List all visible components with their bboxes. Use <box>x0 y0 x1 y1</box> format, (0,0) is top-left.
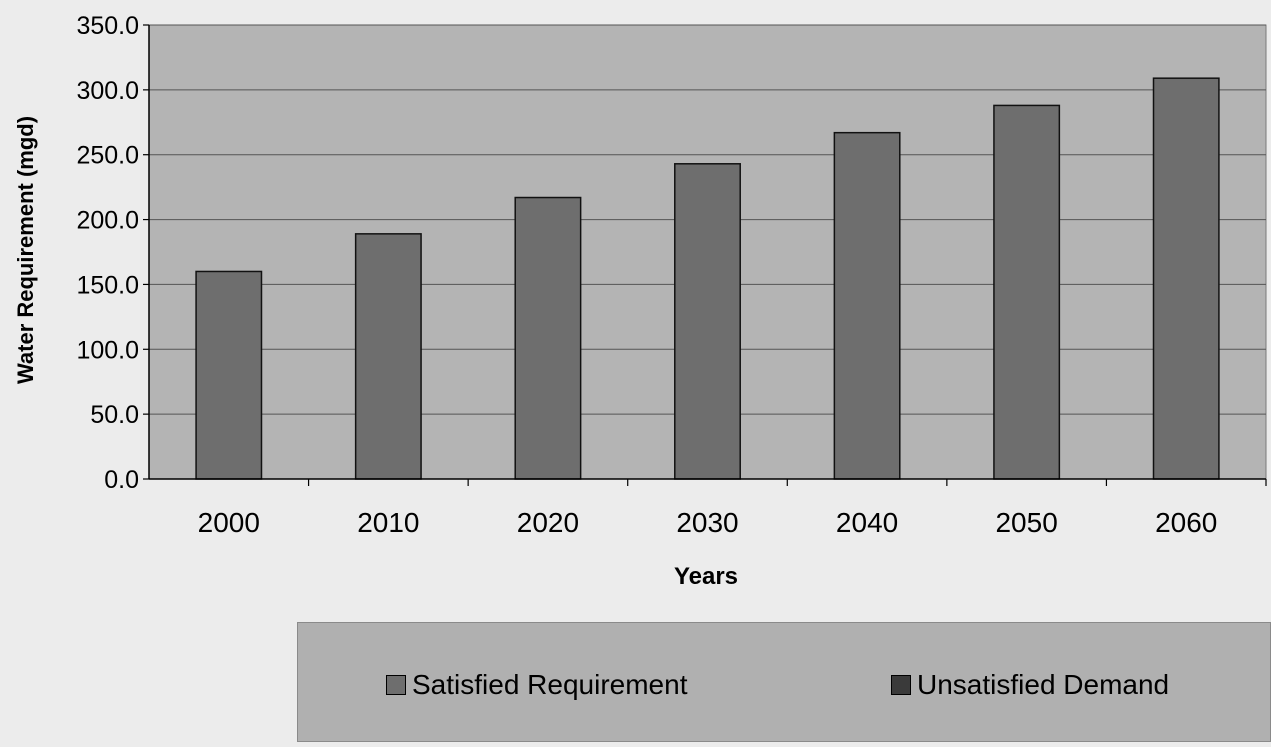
x-tick-label-2000: 2000 <box>198 507 260 538</box>
y-tick-label: 300.0 <box>76 77 139 105</box>
x-tick-label-2050: 2050 <box>995 507 1057 538</box>
y-tick-label: 0.0 <box>104 466 139 494</box>
bar-satisfied-2050 <box>993 104 1061 480</box>
legend-swatch-satisfied <box>386 675 406 695</box>
bar-satisfied-2020 <box>514 196 582 480</box>
gridlines <box>149 24 1266 415</box>
bar-satisfied-2060 <box>1152 77 1220 480</box>
legend-item-satisfied: Satisfied Requirement <box>386 669 687 701</box>
y-tick-label: 250.0 <box>76 142 139 170</box>
legend-label-unsatisfied: Unsatisfied Demand <box>917 669 1170 700</box>
axes: 0.0 50.0 100.0 150.0 200.0 250.0 300.0 350.0 200… <box>76 12 1267 538</box>
legend: Satisfied Requirement Unsatisfied Demand <box>297 622 1271 742</box>
legend-swatch-unsatisfied <box>891 675 911 695</box>
y-tick-label: 350.0 <box>76 12 139 40</box>
y-tick-label: 150.0 <box>76 271 139 299</box>
y-tick-label: 100.0 <box>76 336 139 364</box>
legend-label-satisfied: Satisfied Requirement <box>412 669 688 700</box>
y-tick-label: 50.0 <box>90 401 139 429</box>
x-axis-title: Years <box>674 563 738 590</box>
bar-satisfied-2030 <box>674 163 741 480</box>
bars <box>195 77 1220 480</box>
x-tick-label-2020: 2020 <box>517 507 579 538</box>
y-tick-label: 200.0 <box>76 207 139 235</box>
bar-satisfied-2040 <box>833 131 901 480</box>
legend-item-unsatisfied: Unsatisfied Demand <box>891 669 1169 701</box>
x-tick-label-2040: 2040 <box>836 507 898 538</box>
x-tick-label-2010: 2010 <box>357 507 419 538</box>
x-tick-label-2060: 2060 <box>1155 507 1217 538</box>
x-tick-label-2030: 2030 <box>676 507 738 538</box>
bar-satisfied-2010 <box>354 233 422 480</box>
y-axis-title: Water Requirement (mgd) <box>13 116 38 384</box>
bar-satisfied-2000 <box>195 270 263 480</box>
